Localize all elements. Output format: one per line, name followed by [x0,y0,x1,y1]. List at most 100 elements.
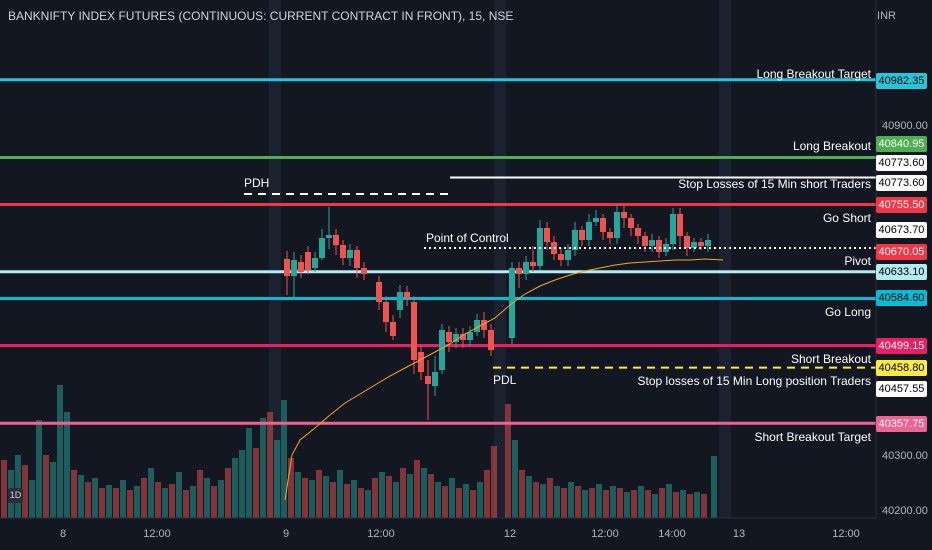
candle [425,360,431,420]
candle [376,276,382,310]
volume-bar [99,488,105,518]
time-axis-label: 8 [59,528,67,540]
volume-bar [519,470,525,518]
volume-bar [323,476,329,518]
volume-bar [225,468,231,518]
candle [361,262,367,280]
volume-bar [568,482,574,518]
time-axis-label: 13 [732,528,746,540]
volume-bar [386,476,392,518]
volume-bar [393,482,399,518]
interval-badge[interactable]: 1D [8,488,23,503]
time-axis-label: 14:00 [658,528,686,540]
volume-bar [582,490,588,518]
candle [383,296,389,332]
candle [432,356,438,396]
level-label: Long Breakout Target [756,67,871,81]
candle [600,214,606,240]
price-tag: 40584.60 [876,290,927,306]
candle [565,244,571,266]
level-label: Pivot [844,254,871,268]
candle [446,326,452,352]
volume-bar [659,488,665,518]
candle [467,326,473,346]
price-tag: 40499.15 [876,338,927,354]
volume-bar [316,470,322,518]
volume-bar [610,486,616,518]
volume-bar [477,482,483,518]
volume-bar [407,474,413,518]
volume-bar [127,490,133,518]
volume-bar [155,482,161,518]
volume-bar [358,488,364,518]
volume-bar [204,478,210,518]
candle [691,238,697,252]
point-of-control-label: Point of Control [426,231,509,245]
vwap-line [284,258,724,501]
candle [453,328,459,348]
volume-bar [456,488,462,518]
volume-bar [512,440,518,518]
candle [635,224,641,244]
candle [411,296,417,374]
volume-bar [78,475,84,518]
volume-bar [15,455,21,518]
volume-bar [575,486,581,518]
candle [284,251,290,295]
candle [418,345,424,380]
candle [390,315,396,340]
volume-bar [57,385,63,518]
candle [705,234,711,252]
volume-bar [638,486,644,518]
volume-bar [197,470,203,518]
volume-bar [267,412,273,518]
session-separator [269,0,281,518]
candle [439,324,445,374]
volume-bar [470,490,476,518]
candle [488,324,494,356]
volume-bar [701,494,707,518]
candle [530,246,536,272]
volume-bar [239,450,245,518]
candle [677,208,683,246]
volume-bar [85,482,91,518]
volume-bar [561,488,567,518]
candle [460,328,466,348]
volume-bar [337,470,343,518]
volume-bar [603,490,609,518]
volume-bar [631,490,637,518]
level-label: Long Breakout [792,139,871,153]
price-tag: 40357.75 [876,416,927,432]
price-tag: 40458.80 [876,360,927,376]
volume-bar [505,404,511,518]
candle [354,246,360,278]
symbol-title[interactable]: BANKNIFTY INDEX FUTURES (CONTINUOUS: CUR… [8,9,514,23]
candle [670,208,676,250]
volume-bar [183,490,189,518]
volume-bar [218,480,224,518]
volume-bar [260,418,266,518]
volume-bar [645,490,651,518]
volume-bar [232,458,238,518]
candle [593,210,599,226]
candle [579,226,585,246]
volume-bar [428,474,434,518]
candle [340,240,346,265]
price-tag: 40755.50 [876,197,927,213]
volume-bar [64,412,70,518]
volume-bar [1,460,7,518]
volume-bar [162,488,168,518]
volume-bar [330,482,336,518]
price-tag: 40773.60 [876,175,927,191]
volume-bar [372,478,378,518]
volume-bar [442,486,448,518]
volume-bar [190,486,196,518]
price-tag: 40673.70 [876,222,927,238]
candle [614,204,620,244]
time-axis-label: 12:00 [832,528,860,540]
volume-bar [596,484,602,518]
volume-bar [435,482,441,518]
volume-bar [344,484,350,518]
volume-bar [36,420,42,518]
